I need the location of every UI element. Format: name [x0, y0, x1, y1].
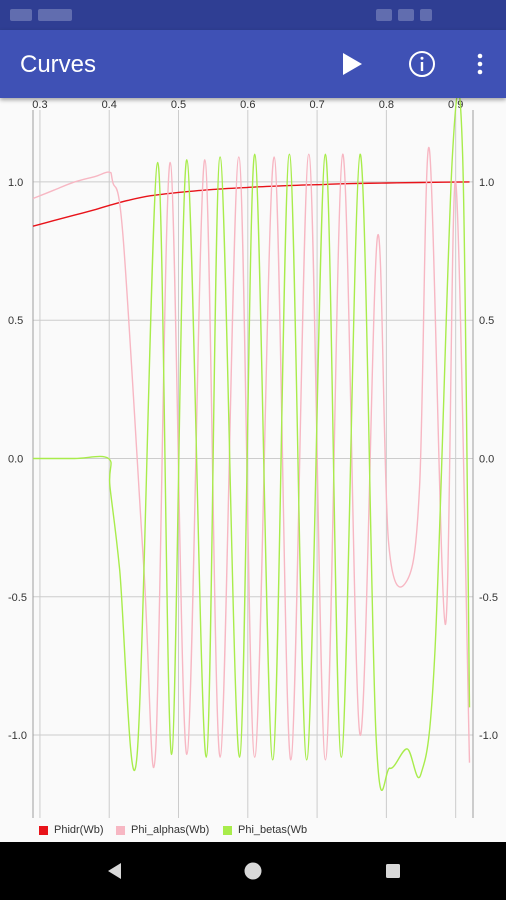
y-tick-label-left: 0.0 — [8, 453, 23, 465]
recents-button[interactable] — [376, 855, 410, 887]
notification-icon — [38, 9, 72, 21]
x-tick-label: 0.3 — [32, 99, 47, 111]
legend-swatch — [39, 825, 48, 835]
navigation-bar — [0, 842, 506, 900]
app-bar: Curves — [0, 30, 506, 98]
back-button[interactable] — [97, 855, 131, 887]
legend-label: Phidr(Wb) — [54, 824, 104, 836]
x-tick-label: 0.7 — [309, 99, 324, 111]
legend-item-phi-alphas: Phi_alphas(Wb) — [116, 824, 209, 836]
y-tick-label-left: -0.5 — [8, 592, 27, 604]
info-button[interactable] — [402, 46, 442, 82]
legend-swatch — [223, 825, 232, 835]
home-button[interactable] — [236, 855, 270, 887]
x-tick-label: 0.6 — [240, 99, 255, 111]
y-tick-label-right: 0.0 — [479, 453, 494, 465]
home-icon — [244, 862, 262, 880]
legend-label: Phi_betas(Wb — [238, 824, 308, 836]
x-tick-label: 0.5 — [171, 99, 186, 111]
notification-icon — [10, 9, 32, 21]
x-tick-label: 0.8 — [379, 99, 394, 111]
recents-icon — [386, 864, 400, 878]
y-tick-label-right: 1.0 — [479, 177, 494, 189]
legend-item-phidr: Phidr(Wb) — [39, 824, 104, 836]
status-bar — [0, 0, 506, 30]
signal-icon — [398, 9, 414, 21]
y-tick-label-left: 1.0 — [8, 177, 23, 189]
more-vert-icon — [477, 53, 483, 75]
overflow-menu-button[interactable] — [460, 46, 500, 82]
y-tick-label-left: -1.0 — [8, 730, 27, 742]
app-title: Curves — [20, 51, 97, 78]
y-tick-label-left: 0.5 — [8, 315, 23, 327]
line-chart: 0.3 0.4 0.5 0.6 0.7 0.8 0.91.0 1.00.5 0.50.0 0.0-… — [8, 90, 498, 818]
series-line-phi-betas-wb — [33, 90, 471, 792]
y-tick-label-right: -0.5 — [479, 592, 498, 604]
x-tick-label: 0.4 — [102, 99, 117, 111]
battery-icon — [420, 9, 432, 21]
series-line-phidr-wb — [32, 181, 470, 227]
play-button[interactable] — [332, 46, 372, 82]
legend-label: Phi_alphas(Wb) — [131, 824, 210, 836]
chart-legend: Phidr(Wb) Phi_alphas(Wb) Phi_betas(Wb — [0, 820, 506, 842]
play-icon — [343, 53, 362, 75]
chart-area: 0.3 0.4 0.5 0.6 0.7 0.8 0.9 1.0 1.0 0.5 0.5 0.0 0.0-… — [0, 90, 506, 820]
series-line-phi-alphas-wb — [32, 146, 471, 769]
y-tick-label-right: 0.5 — [479, 315, 494, 327]
legend-item-phi-betas: Phi_betas(Wb — [223, 824, 307, 836]
wifi-icon — [376, 9, 392, 21]
legend-swatch — [116, 825, 125, 835]
back-icon — [108, 863, 121, 879]
y-tick-label-right: -1.0 — [479, 730, 498, 742]
info-icon — [409, 51, 435, 77]
